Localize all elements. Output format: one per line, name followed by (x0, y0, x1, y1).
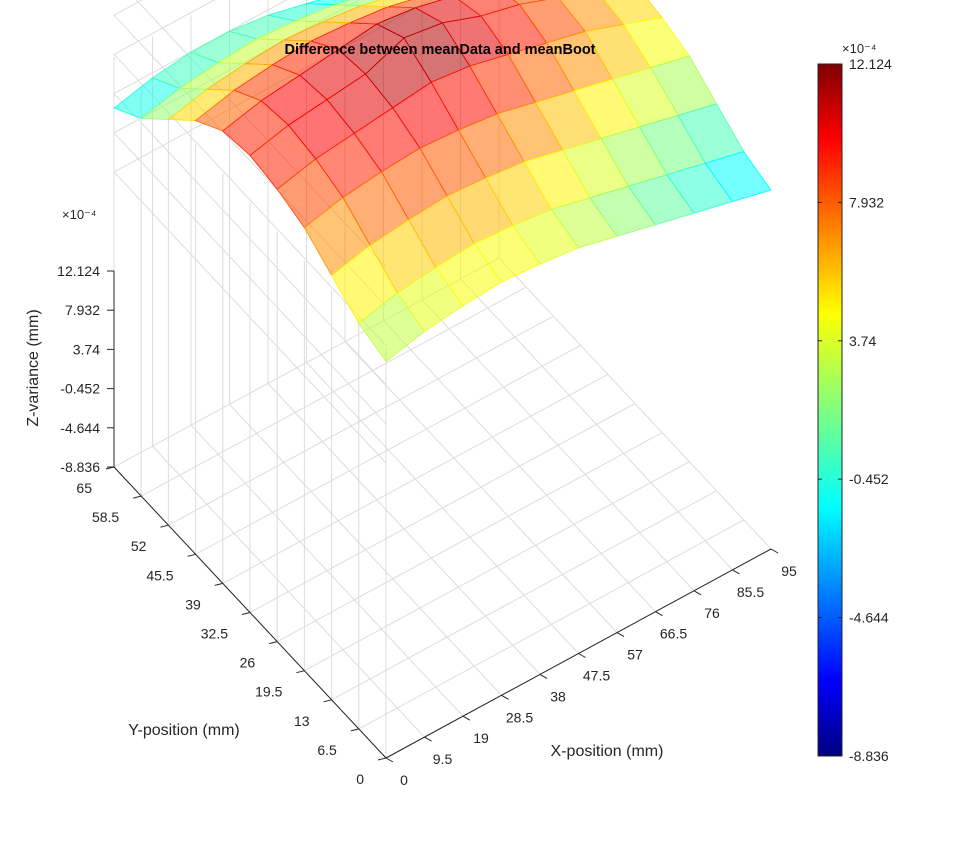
floor-grid-line-y (304, 461, 690, 672)
y-tick-mark (160, 524, 169, 528)
z-tick-label: 12.124 (57, 263, 100, 279)
y-tick-mark (323, 699, 332, 703)
floor-grid-line-y (140, 286, 527, 497)
floor-grid-line-y (195, 344, 581, 555)
x-tick-label: 57 (627, 647, 643, 663)
y-tick-mark (133, 495, 142, 499)
x-tick-label: 95 (781, 563, 797, 579)
y-tick-mark (241, 612, 251, 615)
y-tick-label: 13 (294, 713, 310, 729)
colorbar-tick-labels: -8.836 -4.644 -0.452 3.74 7.932 12.124 (818, 56, 892, 764)
z-tick-labels: -8.836 -4.644 -0.452 3.74 7.932 12.124 (57, 263, 114, 475)
x-tick-mark (539, 673, 548, 679)
floor-grid-line-y (168, 315, 554, 526)
z-axis-label: Z-variance (mm) (25, 309, 42, 426)
x-tick-label: 19 (473, 730, 489, 746)
y-tick-label: 39 (185, 596, 201, 612)
colorbar-tick-label: 12.124 (849, 56, 892, 72)
x-tick-mark (424, 736, 432, 742)
x-tick-mark (693, 590, 702, 596)
z-tick-label: 7.932 (65, 302, 100, 318)
x-axis-label: X-position (mm) (551, 743, 664, 760)
y-tick-mark (214, 582, 223, 586)
y-tick-mark (350, 728, 359, 732)
floor-grid-line-y (276, 432, 663, 643)
y-tick-label: 32.5 (201, 626, 228, 642)
y-axis-label: Y-position (mm) (128, 722, 239, 739)
colorbar-tick-label: 7.932 (849, 194, 884, 210)
wall-grid-line-z (113, 0, 387, 425)
y-tick-label: 65 (76, 480, 92, 496)
x-tick-mark (732, 569, 740, 575)
wall-grid-line-z (113, 0, 387, 346)
y-tick-label: 19.5 (255, 684, 282, 700)
y-tick-label: 45.5 (146, 567, 173, 583)
y-tick-mark (187, 553, 196, 557)
x-tick-label: 28.5 (506, 709, 533, 725)
x-tick-labels: 0 9.5 19 28.5 38 47.5 57 66.5 76 85.5 95 (385, 548, 797, 788)
wall-grid-line-z (113, 0, 387, 385)
y-tick-label: 6.5 (317, 742, 337, 758)
x-tick-mark (655, 611, 663, 617)
surface-patch (704, 151, 772, 203)
surface-mesh (113, 0, 772, 363)
z-tick-label: -0.452 (60, 381, 100, 397)
x-tick-mark (385, 757, 394, 763)
x-tick-label: 38 (550, 688, 566, 704)
z-tick-label: 3.74 (73, 341, 100, 357)
colorbar-tick-label: 3.74 (849, 333, 876, 349)
y-tick-labels: 0 6.5 13 19.5 26 32.539 45.5 52 58.565 (76, 466, 387, 787)
y-tick-label: 58.5 (92, 509, 119, 525)
floor-grid-line-y (358, 519, 745, 730)
x-tick-label: 76 (704, 605, 720, 621)
x-tick-mark (578, 653, 586, 658)
floor-grid-line-y (249, 403, 636, 613)
x-tick-label: 0 (400, 772, 408, 788)
y-tick-mark (296, 670, 305, 674)
z-axis-exponent: ×10⁻⁴ (62, 207, 97, 222)
colorbar-exponent: ×10⁻⁴ (842, 41, 877, 56)
x-tick-label: 47.5 (583, 668, 610, 684)
surface-patch (306, 0, 351, 6)
y-tick-label: 52 (131, 538, 147, 554)
colorbar-tick-label: -8.836 (849, 748, 889, 764)
y-tick-mark (377, 757, 387, 761)
x-tick-mark (501, 694, 509, 700)
chart-title: Difference between meanData and meanBoot (284, 42, 595, 58)
x-tick-label: 85.5 (737, 584, 764, 600)
colorbar-tick-label: -4.644 (849, 610, 889, 626)
floor-grid-line-y (222, 373, 609, 584)
x-tick-mark (770, 548, 779, 554)
x-tick-mark (616, 632, 625, 638)
floor-grid-line-y (331, 490, 717, 701)
x-tick-label: 66.5 (660, 626, 687, 642)
y-tick-label: 26 (240, 655, 256, 671)
surface-patch (333, 0, 382, 7)
colorbar: ×10⁻⁴ -8.836 -4.644 -0.452 3.74 7.932 12.124 (817, 41, 892, 764)
z-tick-label: -4.644 (60, 420, 100, 436)
z-tick-label: -8.836 (60, 459, 100, 475)
x-tick-label: 9.5 (433, 751, 453, 767)
x-tick-mark (462, 715, 471, 721)
colorbar-gradient (817, 63, 843, 757)
colorbar-tick-label: -0.452 (849, 471, 889, 487)
surface-patch (360, 0, 412, 8)
y-tick-mark (269, 641, 278, 645)
y-tick-label: 0 (356, 771, 364, 787)
